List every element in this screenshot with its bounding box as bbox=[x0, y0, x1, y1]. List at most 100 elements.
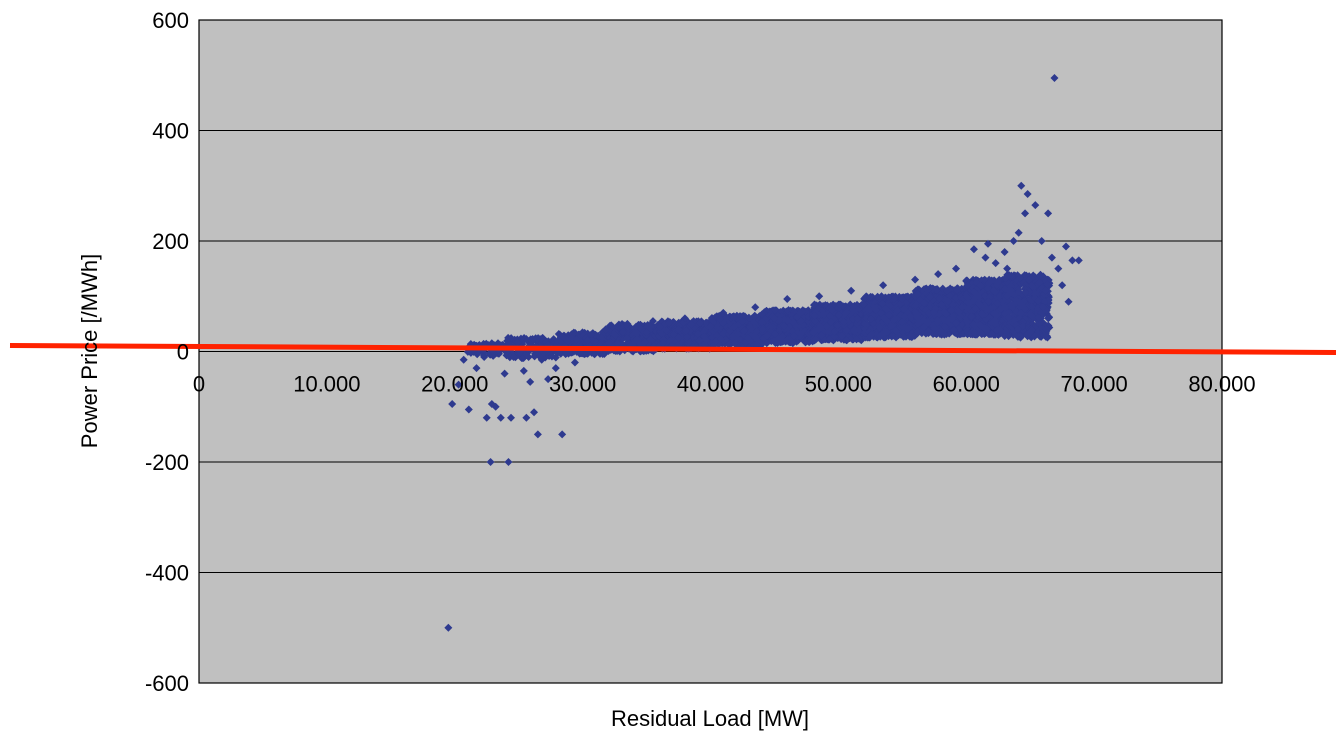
data-point bbox=[633, 336, 642, 345]
data-point bbox=[556, 349, 565, 358]
data-point bbox=[448, 399, 457, 408]
data-point bbox=[825, 335, 834, 344]
data-point bbox=[664, 318, 673, 327]
data-point bbox=[464, 405, 473, 414]
data-point bbox=[919, 322, 928, 331]
data-point bbox=[1014, 325, 1023, 334]
data-point bbox=[1006, 289, 1015, 298]
data-point bbox=[826, 312, 835, 321]
data-point bbox=[852, 335, 861, 344]
data-point bbox=[1039, 302, 1048, 311]
data-point bbox=[623, 334, 632, 343]
data-point bbox=[716, 315, 725, 324]
data-point bbox=[817, 331, 826, 340]
data-point bbox=[547, 352, 556, 361]
data-point bbox=[810, 311, 819, 320]
data-point bbox=[486, 458, 495, 466]
data-point bbox=[1019, 278, 1028, 287]
data-point bbox=[1027, 312, 1036, 321]
data-point bbox=[987, 329, 996, 338]
data-point bbox=[1043, 280, 1052, 289]
data-point bbox=[912, 312, 921, 321]
data-point bbox=[496, 413, 505, 422]
data-point bbox=[659, 339, 668, 348]
data-point bbox=[935, 294, 944, 303]
data-point bbox=[758, 325, 767, 334]
data-point bbox=[561, 349, 570, 358]
data-point bbox=[976, 321, 985, 330]
data-point bbox=[849, 306, 858, 315]
data-point bbox=[1015, 274, 1024, 283]
data-point bbox=[1035, 278, 1044, 287]
data-point bbox=[780, 322, 789, 331]
data-point bbox=[558, 430, 567, 439]
data-point bbox=[789, 332, 798, 341]
data-point bbox=[530, 408, 539, 417]
data-point bbox=[870, 304, 879, 313]
data-point bbox=[1041, 325, 1050, 334]
data-point bbox=[1040, 297, 1049, 306]
data-point bbox=[1016, 309, 1025, 318]
data-point bbox=[730, 322, 739, 331]
data-point bbox=[730, 339, 739, 348]
data-point bbox=[853, 314, 862, 323]
data-point bbox=[993, 299, 1002, 308]
data-point bbox=[944, 297, 953, 306]
data-point bbox=[734, 330, 743, 339]
data-point bbox=[640, 338, 649, 347]
data-point bbox=[817, 323, 826, 332]
data-point bbox=[920, 299, 929, 308]
data-point bbox=[632, 329, 641, 338]
data-point bbox=[880, 328, 889, 337]
data-point bbox=[971, 304, 980, 313]
data-point bbox=[533, 430, 542, 439]
data-point bbox=[482, 413, 491, 422]
data-point bbox=[899, 305, 908, 314]
data-point bbox=[1034, 296, 1043, 305]
data-point bbox=[1030, 288, 1039, 297]
data-point bbox=[878, 299, 887, 308]
data-point bbox=[757, 317, 766, 326]
data-point bbox=[982, 305, 991, 314]
data-points bbox=[444, 74, 1083, 632]
data-point bbox=[842, 308, 851, 317]
data-point bbox=[656, 322, 665, 331]
data-point bbox=[842, 336, 851, 345]
data-point bbox=[913, 327, 922, 336]
data-point bbox=[892, 326, 901, 335]
data-point bbox=[839, 317, 848, 326]
data-point bbox=[866, 315, 875, 324]
data-point bbox=[981, 324, 990, 333]
data-point bbox=[993, 277, 1002, 286]
data-point bbox=[796, 317, 805, 326]
data-point bbox=[941, 322, 950, 331]
data-point bbox=[750, 311, 759, 320]
data-point bbox=[771, 306, 780, 315]
data-point bbox=[929, 308, 938, 317]
data-point bbox=[669, 330, 678, 339]
data-point bbox=[877, 292, 886, 301]
data-point bbox=[989, 286, 998, 295]
data-point bbox=[695, 336, 704, 345]
data-point bbox=[867, 330, 876, 339]
data-point bbox=[776, 334, 785, 343]
data-point bbox=[949, 325, 958, 334]
data-point bbox=[572, 335, 581, 344]
data-point bbox=[925, 292, 934, 301]
data-point bbox=[827, 317, 836, 326]
data-point bbox=[985, 278, 994, 287]
data-point bbox=[947, 306, 956, 315]
data-point bbox=[758, 310, 767, 319]
gridlines bbox=[199, 130, 1222, 573]
data-point bbox=[924, 327, 933, 336]
data-point bbox=[875, 323, 884, 332]
data-point bbox=[975, 301, 984, 310]
data-point bbox=[528, 334, 537, 343]
data-point bbox=[962, 293, 971, 302]
data-point bbox=[810, 301, 819, 310]
data-point bbox=[941, 309, 950, 318]
data-point bbox=[797, 329, 806, 338]
data-point bbox=[953, 285, 962, 294]
data-point bbox=[873, 292, 882, 301]
data-point bbox=[1028, 282, 1037, 291]
